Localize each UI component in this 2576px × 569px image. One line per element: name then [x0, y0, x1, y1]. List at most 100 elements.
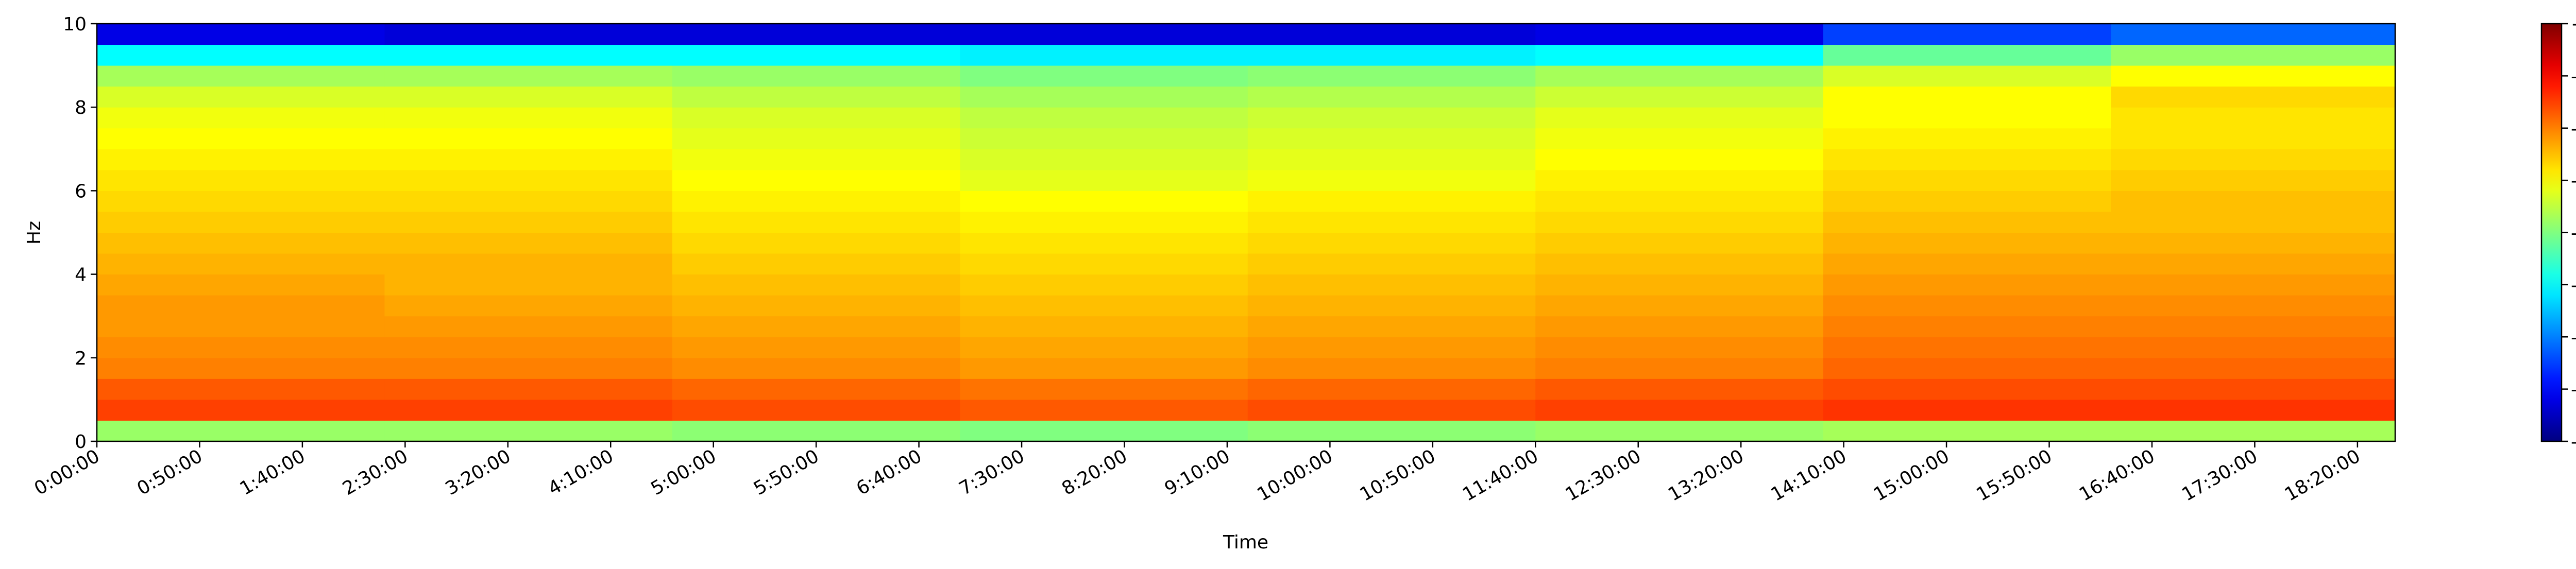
heat-cell: [384, 232, 673, 254]
heat-cell: [960, 316, 1248, 337]
heat-cell: [384, 128, 673, 149]
y-tick-label: 2: [75, 348, 87, 369]
x-tick-label: 16:40:00: [2076, 445, 2159, 505]
colorbar-tick-label: -40 dB: [2571, 223, 2576, 244]
heat-cell: [960, 274, 1248, 296]
heat-cell: [97, 149, 385, 170]
heat-cell: [1247, 169, 1536, 191]
heat-cell: [1535, 169, 1824, 191]
heat-cell: [1535, 274, 1824, 296]
heat-cell: [2111, 211, 2396, 233]
heat-cell: [1247, 253, 1536, 275]
heat-cell: [960, 65, 1248, 87]
x-tick-label: 10:50:00: [1357, 445, 1439, 505]
heat-cell: [97, 399, 385, 421]
heat-cell: [672, 128, 960, 149]
heat-cell: [2111, 357, 2396, 379]
heat-cell: [1535, 44, 1824, 66]
heat-cell: [1535, 107, 1824, 129]
heat-cell: [2111, 128, 2396, 149]
colorbar-tick-label: -80 dB: [2571, 432, 2576, 453]
heat-cell: [1823, 86, 2111, 108]
heat-cell: [384, 420, 673, 442]
heat-cell: [97, 253, 385, 275]
heat-cell: [672, 253, 960, 275]
heat-cell: [2111, 169, 2396, 191]
heat-cell: [1823, 24, 2111, 45]
heat-cell: [97, 65, 385, 87]
heat-cell: [1247, 274, 1536, 296]
heat-cell: [1535, 420, 1824, 442]
heat-cell: [672, 86, 960, 108]
heat-cell: [1823, 274, 2111, 296]
heat-cell: [97, 86, 385, 108]
heat-cell: [960, 253, 1248, 275]
plot-frame: [96, 23, 2396, 442]
heat-cell: [384, 316, 673, 337]
heat-cell: [960, 211, 1248, 233]
heat-cell: [1535, 191, 1824, 212]
heat-cell: [1247, 191, 1536, 212]
x-tick-label: 17:30:00: [2178, 445, 2261, 505]
x-tick-label: 0:50:00: [133, 445, 206, 499]
heat-cell: [97, 169, 385, 191]
heat-cell: [672, 316, 960, 337]
heat-cell: [960, 295, 1248, 317]
x-tick-label: 0:00:00: [31, 445, 104, 499]
heat-cell: [2111, 191, 2396, 212]
x-tick-label: 2:30:00: [339, 445, 412, 499]
heat-cell: [2111, 65, 2396, 87]
x-tick-label: 6:40:00: [853, 445, 925, 499]
heat-cell: [384, 86, 673, 108]
heat-cell: [384, 399, 673, 421]
x-tick-label: 18:20:00: [2281, 445, 2364, 505]
heat-cell: [1247, 149, 1536, 170]
heat-cell: [1247, 378, 1536, 400]
heat-cell: [672, 107, 960, 129]
y-tick-label: 8: [75, 97, 87, 118]
heat-cell: [1247, 420, 1536, 442]
heat-cell: [1535, 65, 1824, 87]
x-tick-label: 15:00:00: [1870, 445, 1953, 505]
x-tick-label: 15:50:00: [1973, 445, 2056, 505]
heat-cell: [1535, 316, 1824, 337]
heat-cell: [1823, 169, 2111, 191]
x-tick-label: 8:20:00: [1058, 445, 1131, 499]
y-axis-label: Hz: [24, 221, 45, 245]
heat-cell: [384, 211, 673, 233]
heat-cell: [960, 420, 1248, 442]
heat-cell: [2111, 149, 2396, 170]
heat-cell: [97, 44, 385, 66]
heat-cell: [1823, 128, 2111, 149]
heat-cell: [960, 149, 1248, 170]
heat-cell: [384, 274, 673, 296]
heat-cell: [1535, 337, 1824, 358]
heat-cell: [1247, 24, 1536, 45]
heat-cell: [960, 86, 1248, 108]
x-axis-label: Time: [1223, 532, 1268, 553]
heat-cell: [1823, 191, 2111, 212]
heat-cell: [960, 169, 1248, 191]
heat-cell: [384, 378, 673, 400]
colorbar-tick-label: -70 dB: [2571, 380, 2576, 401]
heat-cell: [1823, 149, 2111, 170]
heat-cell: [960, 399, 1248, 421]
heat-cell: [1535, 357, 1824, 379]
heat-cell: [2111, 420, 2396, 442]
heat-cell: [97, 337, 385, 358]
heat-cell: [1247, 211, 1536, 233]
x-tick-label: 4:10:00: [545, 445, 617, 499]
heat-cell: [1247, 316, 1536, 337]
heat-cell: [960, 232, 1248, 254]
heat-cell: [384, 337, 673, 358]
heat-cell: [672, 378, 960, 400]
y-tick-label: 6: [75, 181, 87, 202]
heat-cell: [384, 24, 673, 45]
heat-cell: [1247, 86, 1536, 108]
heat-cell: [1247, 232, 1536, 254]
heat-cell: [1247, 107, 1536, 129]
colorbar-tick-label: -60 dB: [2571, 327, 2576, 348]
x-tick-label: 5:50:00: [750, 445, 823, 499]
heat-cell: [2111, 253, 2396, 275]
